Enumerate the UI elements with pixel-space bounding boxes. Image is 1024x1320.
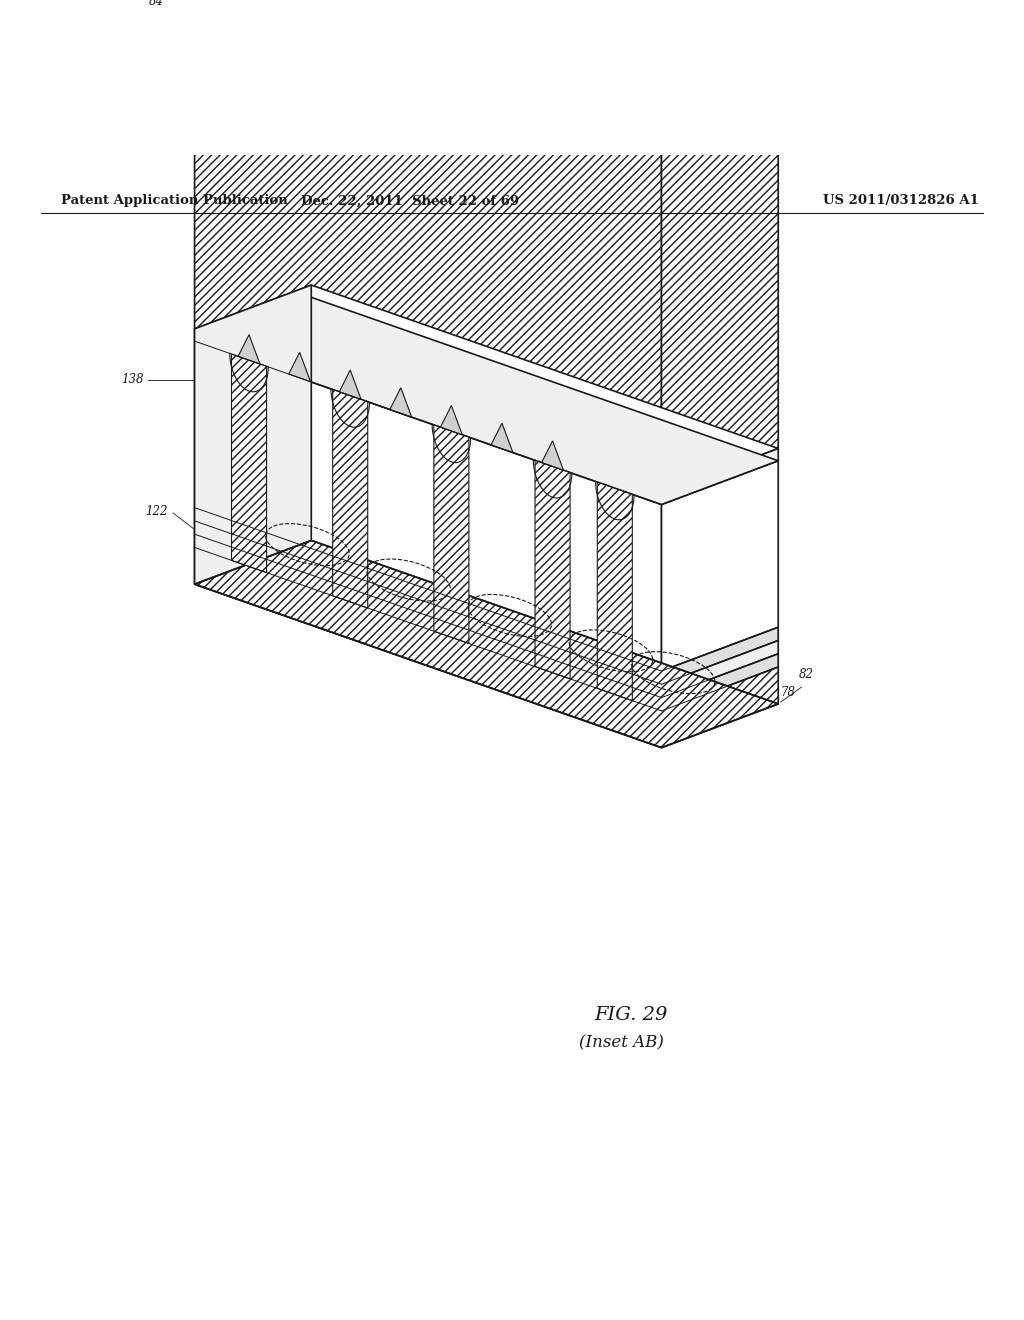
Text: 82: 82	[799, 668, 814, 681]
Polygon shape	[535, 461, 570, 678]
Polygon shape	[231, 354, 266, 573]
Text: 80: 80	[757, 664, 772, 677]
Text: 122: 122	[445, 576, 468, 589]
Text: 74: 74	[312, 376, 326, 385]
Polygon shape	[195, 508, 662, 684]
Text: 131: 131	[597, 494, 616, 503]
Polygon shape	[662, 627, 778, 684]
Text: 72: 72	[745, 532, 761, 545]
Polygon shape	[195, 329, 662, 504]
Polygon shape	[195, 0, 662, 492]
Polygon shape	[195, 521, 662, 697]
Polygon shape	[662, 667, 778, 747]
Text: FIG. 29: FIG. 29	[594, 1006, 668, 1024]
Text: (Inset AB): (Inset AB)	[579, 1034, 664, 1051]
Text: 86: 86	[745, 647, 761, 660]
Text: Dec. 22, 2011  Sheet 22 of 69: Dec. 22, 2011 Sheet 22 of 69	[300, 194, 519, 207]
Polygon shape	[390, 388, 412, 417]
Text: 78: 78	[780, 685, 796, 698]
Text: 140: 140	[438, 414, 458, 422]
Text: 138: 138	[121, 374, 143, 387]
Text: 212: 212	[484, 432, 505, 441]
Text: US 2011/0312826 A1: US 2011/0312826 A1	[823, 194, 979, 207]
Polygon shape	[289, 352, 310, 381]
Polygon shape	[662, 653, 778, 711]
Polygon shape	[434, 425, 469, 643]
Text: Patent Application Publication: Patent Application Publication	[61, 194, 288, 207]
Polygon shape	[195, 540, 778, 747]
Text: ~60~: ~60~	[223, 436, 254, 445]
Polygon shape	[597, 482, 633, 701]
Polygon shape	[195, 297, 778, 504]
Text: 130: 130	[526, 457, 547, 466]
Polygon shape	[195, 285, 778, 492]
Polygon shape	[440, 405, 462, 434]
Text: ~62~: ~62~	[441, 521, 472, 531]
Polygon shape	[195, 285, 311, 585]
Polygon shape	[492, 424, 513, 453]
Polygon shape	[542, 441, 563, 470]
Polygon shape	[195, 535, 662, 711]
Text: 84: 84	[148, 0, 164, 8]
Polygon shape	[195, 548, 662, 747]
Polygon shape	[662, 461, 778, 671]
Polygon shape	[662, 91, 778, 492]
Polygon shape	[339, 370, 361, 400]
Polygon shape	[239, 335, 260, 364]
Text: 122: 122	[145, 504, 168, 517]
Text: 100: 100	[745, 660, 767, 671]
Polygon shape	[662, 449, 778, 504]
Polygon shape	[195, 341, 662, 671]
Polygon shape	[662, 640, 778, 697]
Text: 130: 130	[335, 391, 355, 400]
Polygon shape	[333, 389, 368, 609]
